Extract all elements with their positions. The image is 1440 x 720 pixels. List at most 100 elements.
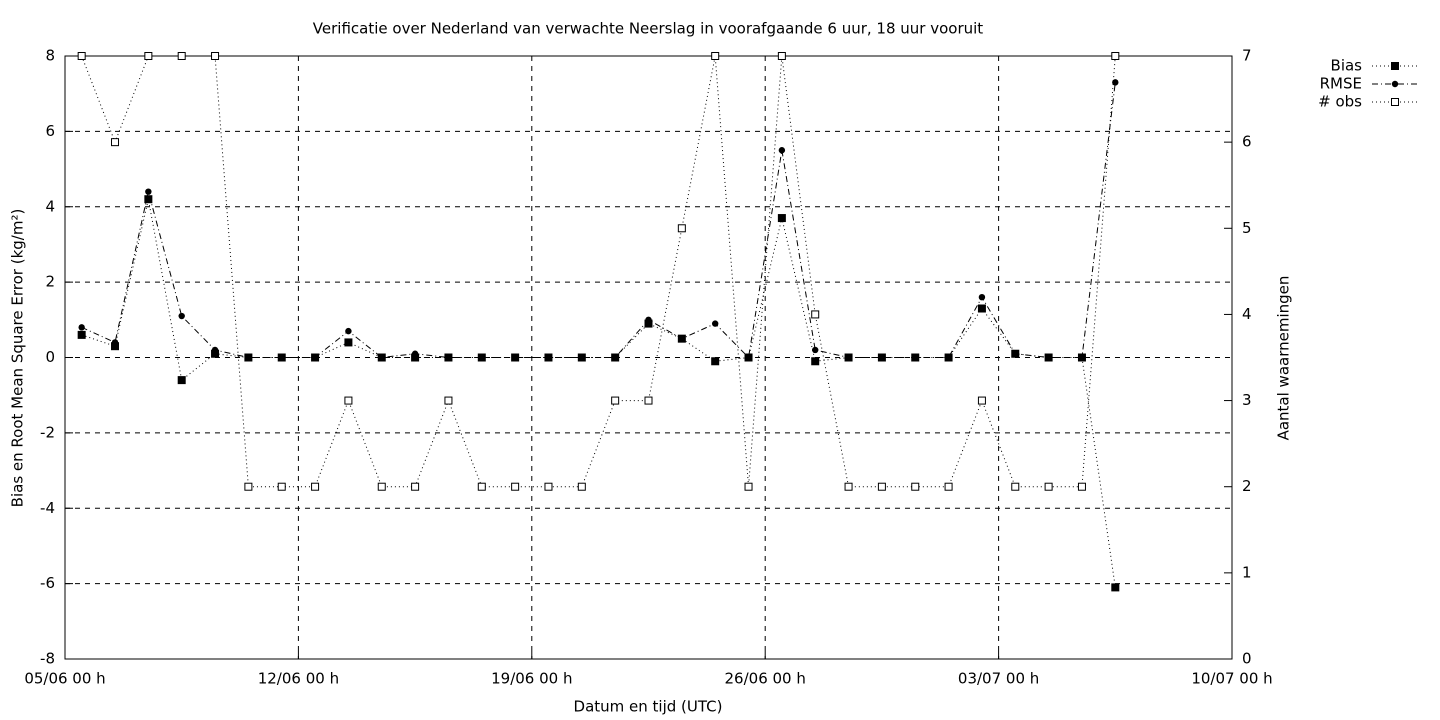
y-axis-label: Bias en Root Mean Square Error (kg/m²) [9, 209, 27, 508]
data-point [777, 214, 786, 223]
data-point [244, 482, 253, 491]
data-point [445, 354, 452, 361]
data-point [277, 482, 286, 491]
series-line [81, 82, 1116, 359]
x-tick-label: 05/06 00 h [24, 670, 105, 688]
x-tick-label: 19/06 00 h [491, 670, 572, 688]
data-point [545, 354, 552, 361]
x-tick-label: 10/07 00 h [1191, 670, 1272, 688]
data-point [78, 324, 85, 331]
chart-title: Verificatie over Nederland van verwachte… [313, 20, 983, 38]
data-point [111, 339, 119, 346]
x-tick-label: 26/06 00 h [725, 670, 806, 688]
data-point [511, 354, 519, 361]
data-point [978, 294, 986, 301]
data-point [1012, 350, 1019, 357]
data-point [178, 312, 185, 320]
plot-frame [64, 55, 1233, 660]
data-point [211, 346, 219, 354]
y-tick-label: 4 [45, 197, 55, 215]
data-point [77, 330, 86, 339]
data-point [578, 354, 586, 361]
y2-tick-label: 3 [1242, 391, 1252, 409]
legend-marker [1391, 62, 1399, 70]
data-point [611, 396, 620, 405]
data-point [678, 335, 686, 342]
data-point [944, 482, 953, 491]
data-point [278, 354, 285, 361]
data-point [644, 396, 653, 405]
data-point [711, 52, 720, 60]
data-point [977, 304, 986, 313]
data-point [945, 354, 952, 361]
y-tick-label: 8 [45, 47, 55, 65]
data-point [145, 188, 152, 195]
legend-marker [1391, 80, 1399, 88]
data-point [845, 354, 852, 361]
data-point [411, 350, 419, 357]
data-point [345, 327, 352, 335]
data-point [877, 482, 886, 491]
series-line [81, 199, 1116, 588]
data-point [611, 354, 619, 361]
y2-tick-label: 2 [1242, 477, 1252, 495]
data-point [844, 482, 853, 491]
data-point [812, 346, 819, 354]
data-point [477, 482, 486, 491]
data-point [1111, 583, 1120, 592]
y2-tick-label: 5 [1242, 219, 1252, 237]
data-point [544, 482, 553, 491]
data-point [778, 147, 786, 154]
data-point [711, 357, 720, 366]
data-point [977, 396, 986, 405]
data-point [378, 354, 385, 361]
y-tick-label: -8 [40, 650, 55, 668]
data-point [478, 354, 485, 361]
y2-axis-label: Aantal waarnemingen [1275, 276, 1293, 441]
y-tick-label: -2 [40, 423, 55, 441]
data-point [744, 482, 753, 491]
legend-marker [1391, 98, 1399, 106]
y2-tick-label: 7 [1242, 47, 1252, 65]
data-point [911, 482, 920, 491]
data-point [344, 338, 353, 347]
y-tick-label: 0 [45, 348, 55, 366]
y-tick-label: 6 [45, 122, 55, 140]
data-point [745, 354, 752, 361]
data-point [677, 224, 686, 233]
y2-tick-label: 1 [1242, 563, 1252, 581]
data-point [144, 52, 153, 60]
data-point [777, 52, 786, 60]
y2-tick-label: 0 [1242, 650, 1252, 668]
data-point [1011, 482, 1020, 491]
data-point [211, 52, 220, 60]
data-point [811, 357, 820, 366]
data-point [1045, 354, 1052, 361]
legend-label: Bias [1331, 57, 1363, 75]
x-axis-label: Datum en tijd (UTC) [574, 698, 723, 716]
legend-label: RMSE [1320, 75, 1362, 93]
y-tick-label: 2 [45, 273, 55, 291]
series-line [81, 55, 1116, 488]
data-point [1111, 52, 1120, 60]
y-tick-label: -6 [40, 574, 55, 592]
data-point [377, 482, 386, 491]
x-tick-label: 12/06 00 h [258, 670, 339, 688]
data-point [711, 320, 719, 327]
data-point [311, 354, 319, 361]
legend-label: # obs [1318, 93, 1362, 111]
data-point [177, 52, 186, 60]
data-point [144, 195, 153, 204]
data-point [878, 354, 886, 361]
data-point [811, 310, 820, 319]
data-point [577, 482, 586, 491]
data-point [912, 354, 919, 361]
data-point [1078, 354, 1086, 361]
y2-tick-label: 6 [1242, 133, 1252, 151]
data-point [311, 482, 320, 491]
data-point [645, 316, 652, 324]
data-point [177, 376, 186, 385]
data-point [245, 354, 252, 361]
